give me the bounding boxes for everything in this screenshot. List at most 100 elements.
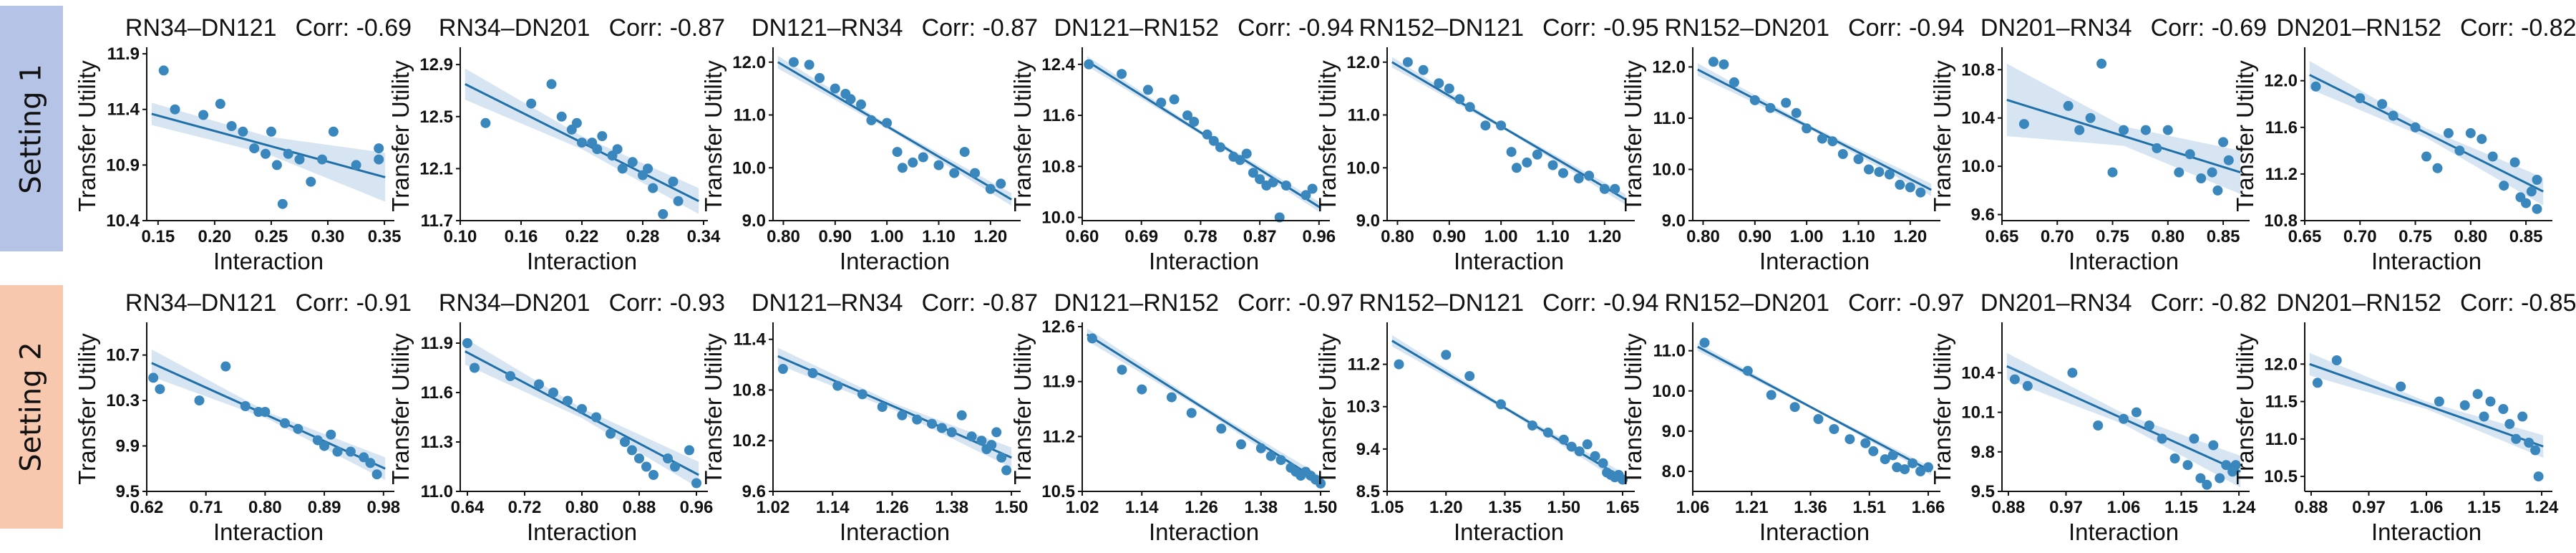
data-point (2532, 175, 2542, 185)
x-tick-label: 0.75 (2096, 227, 2129, 246)
data-point (2157, 433, 2167, 444)
data-point (627, 445, 637, 456)
data-point (198, 110, 209, 120)
data-point (2189, 433, 2200, 444)
data-point (1574, 446, 1585, 457)
data-point (985, 183, 996, 194)
data-point (1781, 97, 1792, 108)
data-point (2530, 445, 2541, 456)
y-tick-label: 9.6 (742, 482, 766, 501)
y-axis-label: Transfer Utility (387, 60, 414, 212)
data-point (648, 470, 658, 480)
data-point (882, 117, 893, 128)
y-axis-label: Transfer Utility (700, 333, 726, 485)
data-point (1584, 170, 1595, 181)
data-point (2169, 453, 2180, 463)
correlation-label: Corr: -0.69 (296, 14, 412, 42)
data-point (1791, 107, 1802, 118)
data-point (1142, 85, 1153, 95)
scatter-panel: 1.02 1.14 1.26 1.38 1.50 9.6 10.2 10.8 11.4 Inter… (700, 289, 1038, 545)
y-tick-label: 9.8 (1971, 443, 1995, 462)
data-point (2074, 125, 2085, 135)
data-point (1915, 187, 1926, 198)
x-tick-label: 1.26 (1185, 498, 1218, 517)
data-point (1566, 441, 1577, 452)
data-point (1766, 390, 1777, 400)
y-tick-label: 8.0 (1662, 462, 1686, 481)
data-point (866, 115, 877, 125)
data-point (351, 160, 361, 170)
data-point (1923, 462, 1933, 473)
x-tick-label: 1.10 (1842, 227, 1875, 246)
data-point (2196, 173, 2207, 183)
y-tick-label: 12.0 (2264, 72, 2298, 91)
data-point (2524, 438, 2534, 448)
model-pair-label: RN34–DN201 (439, 14, 590, 42)
y-tick-label: 10.5 (1041, 482, 1075, 501)
data-point (1817, 133, 1827, 144)
regression-line (2006, 98, 2241, 174)
scatter-panel: 0.62 0.71 0.80 0.89 0.98 9.5 9.9 10.3 10.7 Intera… (74, 289, 412, 545)
data-point (1280, 181, 1291, 191)
data-point (2018, 119, 2029, 130)
data-point (1907, 458, 1918, 468)
data-point (2119, 413, 2129, 424)
data-point (856, 99, 866, 110)
data-point (670, 461, 680, 472)
y-axis-label: Transfer Utility (74, 333, 100, 485)
y-tick-label: 11.3 (421, 433, 453, 452)
x-tick-label: 1.02 (1066, 498, 1099, 517)
x-axis-label: Interaction (1454, 248, 1564, 274)
x-tick-label: 0.65 (1986, 227, 2019, 246)
data-point (345, 446, 356, 457)
model-pair-label: DN121–RN152 (1054, 289, 1219, 317)
data-point (226, 121, 237, 131)
x-axis-label: Interaction (1759, 519, 1870, 545)
scatter-panel: 0.64 0.72 0.80 0.88 0.96 11.0 11.3 11.6 11.9 Inte… (387, 289, 725, 545)
scatter-panel: 0.15 0.20 0.25 0.30 0.35 10.4 10.9 11.4 11.9 Inte… (74, 14, 412, 274)
data-point (1532, 149, 1542, 160)
y-tick-label: 11.6 (1043, 106, 1075, 125)
data-point (306, 176, 316, 187)
x-tick-label: 1.50 (995, 498, 1029, 517)
y-tick-label: 9.0 (1662, 211, 1686, 231)
data-point (2144, 420, 2154, 431)
y-tick-label: 10.0 (1652, 382, 1686, 401)
data-point (936, 423, 947, 433)
data-point (2498, 404, 2509, 414)
data-point (215, 99, 225, 109)
scatter-panel: 1.06 1.21 1.36 1.51 1.66 8.0 9.0 10.0 11.0 Intera… (1620, 289, 1965, 545)
data-point (158, 65, 169, 76)
data-point (892, 147, 903, 158)
data-point (1582, 439, 1593, 450)
x-tick-label: 1.20 (1588, 227, 1621, 246)
data-point (1316, 479, 1326, 489)
data-point (1464, 102, 1475, 112)
x-tick-label: 1.66 (1912, 498, 1945, 517)
correlation-label: Corr: -0.94 (1848, 14, 1965, 42)
y-tick-label: 12.0 (732, 53, 766, 72)
data-point (260, 407, 271, 417)
y-tick-label: 9.0 (742, 211, 766, 231)
data-point (1189, 117, 1200, 127)
y-tick-label: 10.4 (1961, 363, 1995, 383)
data-point (1789, 402, 1800, 413)
data-point (2511, 433, 2522, 444)
y-tick-label: 12.0 (2264, 355, 2298, 374)
y-tick-label: 9.9 (116, 437, 140, 456)
panel-title: RN152–DN121 Corr: -0.95 (1359, 14, 1658, 42)
x-tick-label: 0.28 (626, 227, 660, 246)
data-point (526, 98, 537, 109)
data-point (897, 410, 908, 420)
data-point (1156, 97, 1167, 108)
data-point (2388, 110, 2398, 121)
model-pair-label: RN152–DN121 (1359, 14, 1524, 42)
x-tick-label: 1.06 (1676, 498, 1710, 517)
model-pair-label: RN152–DN121 (1359, 289, 1524, 317)
scatter-panel: 0.80 0.90 1.00 1.10 1.20 9.0 10.0 11.0 12.0 Inter… (1314, 14, 1659, 274)
y-tick-label: 10.1 (1961, 403, 1995, 423)
x-tick-label: 1.15 (2164, 498, 2198, 517)
correlation-label: Corr: -0.95 (1542, 14, 1659, 42)
data-point (577, 138, 587, 148)
x-tick-label: 1.65 (1606, 498, 1640, 517)
